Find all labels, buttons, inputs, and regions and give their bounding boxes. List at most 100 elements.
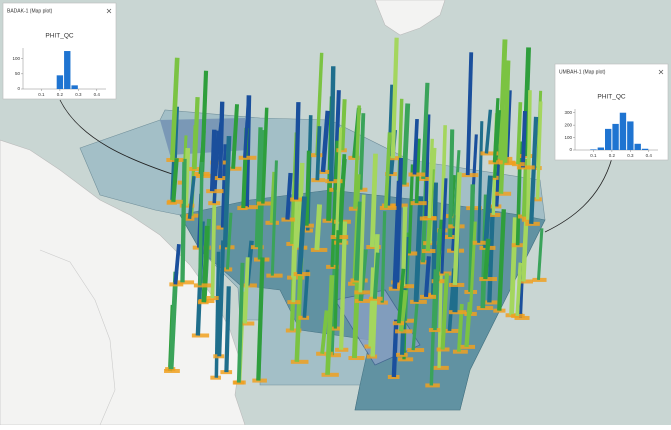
- orange-patch: [435, 271, 452, 276]
- well: [338, 154, 347, 243]
- well: [338, 221, 348, 350]
- well: [433, 228, 442, 331]
- well: [340, 99, 347, 151]
- close-button[interactable]: [106, 8, 112, 14]
- well: [477, 121, 484, 243]
- well: [354, 201, 363, 281]
- well: [390, 37, 399, 159]
- orange-patch: [188, 166, 201, 171]
- orange-patch: [298, 315, 310, 320]
- orange-patch: [408, 172, 426, 177]
- bar: [605, 128, 612, 150]
- well: [217, 101, 225, 179]
- bar: [634, 143, 641, 150]
- chart-title: PHIT_QC: [45, 33, 73, 40]
- well: [413, 196, 424, 302]
- well: [224, 286, 231, 373]
- orange-patch: [376, 300, 388, 305]
- well: [414, 138, 421, 204]
- orange-patch: [387, 374, 400, 379]
- x-tick-label: 0.1: [38, 92, 45, 97]
- orange-patch: [197, 300, 209, 305]
- close-button[interactable]: [658, 69, 664, 75]
- well: [210, 190, 217, 299]
- orange-patch: [461, 173, 479, 178]
- well: [483, 238, 491, 280]
- well: [315, 126, 322, 181]
- y-tick-label: 0: [569, 147, 572, 152]
- x-tick-label: 0.2: [57, 92, 64, 97]
- bar: [612, 123, 619, 150]
- orange-patch: [301, 228, 313, 233]
- well: [421, 82, 430, 180]
- orange-patch: [431, 279, 448, 284]
- well: [198, 161, 204, 286]
- leader-line: [59, 99, 176, 176]
- x-tick-label: 0.4: [646, 153, 653, 158]
- close-icon: [106, 8, 112, 14]
- well: [440, 125, 447, 231]
- well: [509, 217, 518, 316]
- well: [333, 230, 340, 329]
- leader-line: [544, 157, 613, 233]
- well: [236, 262, 245, 383]
- orange-patch: [165, 367, 176, 372]
- popup: UMBAH-1 (Map plot) PHIT_QC 0 100 200 300 0.1 0.…: [554, 63, 669, 161]
- well: [483, 175, 493, 249]
- orange-patch: [396, 352, 408, 357]
- orange-patch: [213, 354, 225, 359]
- orange-patch: [208, 201, 221, 206]
- well: [220, 144, 227, 228]
- well: [170, 57, 180, 161]
- well: [302, 269, 310, 318]
- orange-patch: [364, 344, 375, 349]
- well: [335, 127, 343, 238]
- well: [320, 110, 331, 173]
- well: [440, 273, 449, 350]
- orange-patch: [397, 284, 415, 289]
- well: [330, 140, 339, 267]
- bar: [590, 149, 597, 150]
- orange-patch: [521, 217, 533, 222]
- popup-title: BADAK-1 (Map plot): [7, 8, 53, 14]
- orange-patch: [395, 329, 413, 334]
- bar: [641, 148, 649, 150]
- land: [0, 139, 246, 426]
- well: [269, 171, 276, 223]
- popups: BADAK-1 (Map plot) PHIT_QC 0 50 100 0.1 0.2 0.3…: [2, 2, 669, 161]
- orange-patch: [399, 318, 416, 323]
- well: [353, 105, 361, 209]
- well: [243, 103, 250, 158]
- orange-patch: [397, 182, 410, 187]
- orange-patch: [490, 204, 502, 209]
- well: [516, 102, 523, 165]
- orange-patch: [336, 148, 347, 153]
- bar: [56, 75, 64, 89]
- well: [329, 228, 339, 356]
- bar: [619, 112, 627, 150]
- well: [535, 101, 543, 200]
- well: [214, 251, 221, 378]
- orange-patch: [183, 216, 195, 221]
- well: [201, 225, 210, 303]
- x-tick-label: 0.3: [627, 153, 634, 158]
- y-tick-label: 100: [564, 135, 572, 140]
- orange-patch: [366, 354, 378, 359]
- well: [498, 110, 507, 194]
- well: [261, 107, 269, 204]
- well: [383, 132, 392, 209]
- well: [293, 102, 301, 200]
- well: [448, 129, 455, 238]
- bar: [627, 121, 634, 150]
- orange-patch: [417, 260, 429, 265]
- chart-title: PHIT_QC: [597, 94, 625, 101]
- bar: [64, 51, 71, 89]
- y-tick-label: 200: [564, 122, 572, 127]
- orange-patch: [290, 359, 309, 364]
- well: [209, 129, 217, 192]
- orange-patch: [531, 197, 542, 202]
- well: [296, 162, 305, 248]
- orange-patch: [316, 351, 334, 356]
- orange-patch: [176, 280, 195, 285]
